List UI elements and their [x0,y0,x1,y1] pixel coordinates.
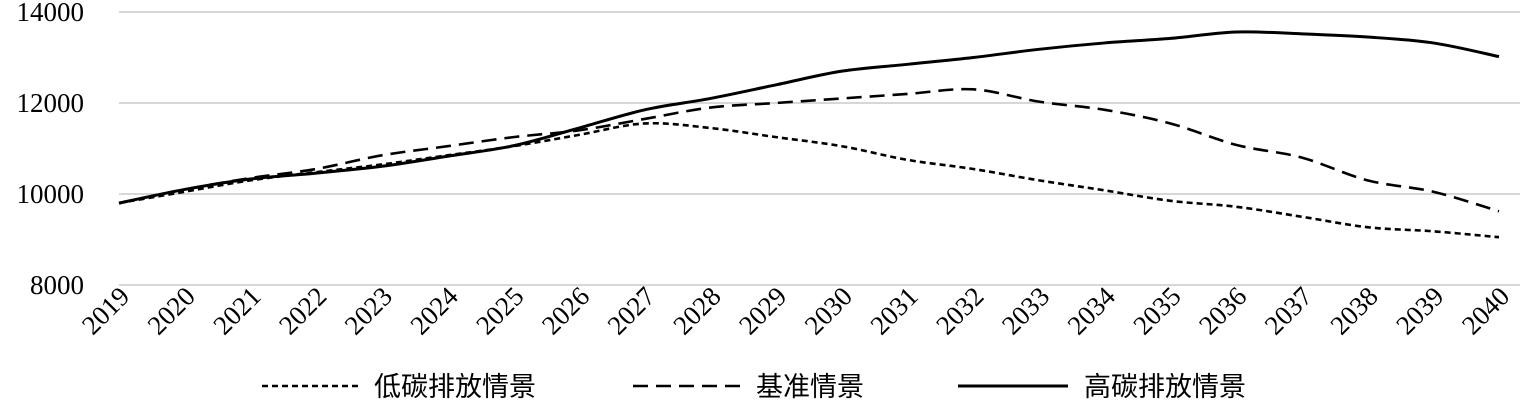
x-tick-label: 2031 [864,281,923,340]
x-tick-label: 2024 [404,281,464,341]
legend: 低碳排放情景 基准情景 高碳排放情景 [262,372,1246,403]
x-tick-label: 2034 [1062,281,1122,341]
x-tick-label: 2033 [996,281,1055,340]
x-tick-label: 2029 [733,281,792,340]
x-tick-label: 2020 [142,281,201,340]
x-tick-label: 2027 [602,281,661,340]
x-tick-label: 2021 [207,281,266,340]
y-tick-label: 12000 [17,88,85,118]
series-line-2 [118,30,1500,205]
x-tick-label: 2040 [1456,281,1515,340]
x-tick-label: 2028 [667,281,726,340]
x-tick-label: 2032 [930,281,989,340]
x-axis-ticks: 2019 2020 2021 2022 2023 2024 2025 2026 2027 2028… [76,281,1515,341]
x-tick-label: 2026 [536,281,595,340]
x-tick-label: 2022 [273,281,332,340]
x-tick-label: 2039 [1390,281,1449,340]
x-tick-label: 2038 [1324,281,1383,340]
series-line-0 [118,121,1500,239]
y-tick-label: 10000 [17,179,85,209]
legend-label-0: 低碳排放情景 [374,372,536,403]
series-lines [118,30,1500,239]
y-tick-label: 14000 [17,0,85,27]
x-tick-label: 2023 [339,281,398,340]
x-tick-label: 2030 [799,281,858,340]
legend-label-1: 基准情景 [756,372,864,403]
x-tick-label: 2025 [470,281,529,340]
y-axis-ticks: 8000 10000 12000 14000 [17,0,85,300]
gridlines [119,11,1520,286]
x-tick-label: 2019 [76,281,135,340]
x-tick-label: 2037 [1259,281,1318,340]
legend-label-2: 高碳排放情景 [1084,372,1246,403]
y-tick-label: 8000 [30,270,84,300]
series-line-1 [118,87,1500,213]
x-tick-label: 2036 [1193,281,1252,340]
x-tick-label: 2035 [1127,281,1186,340]
